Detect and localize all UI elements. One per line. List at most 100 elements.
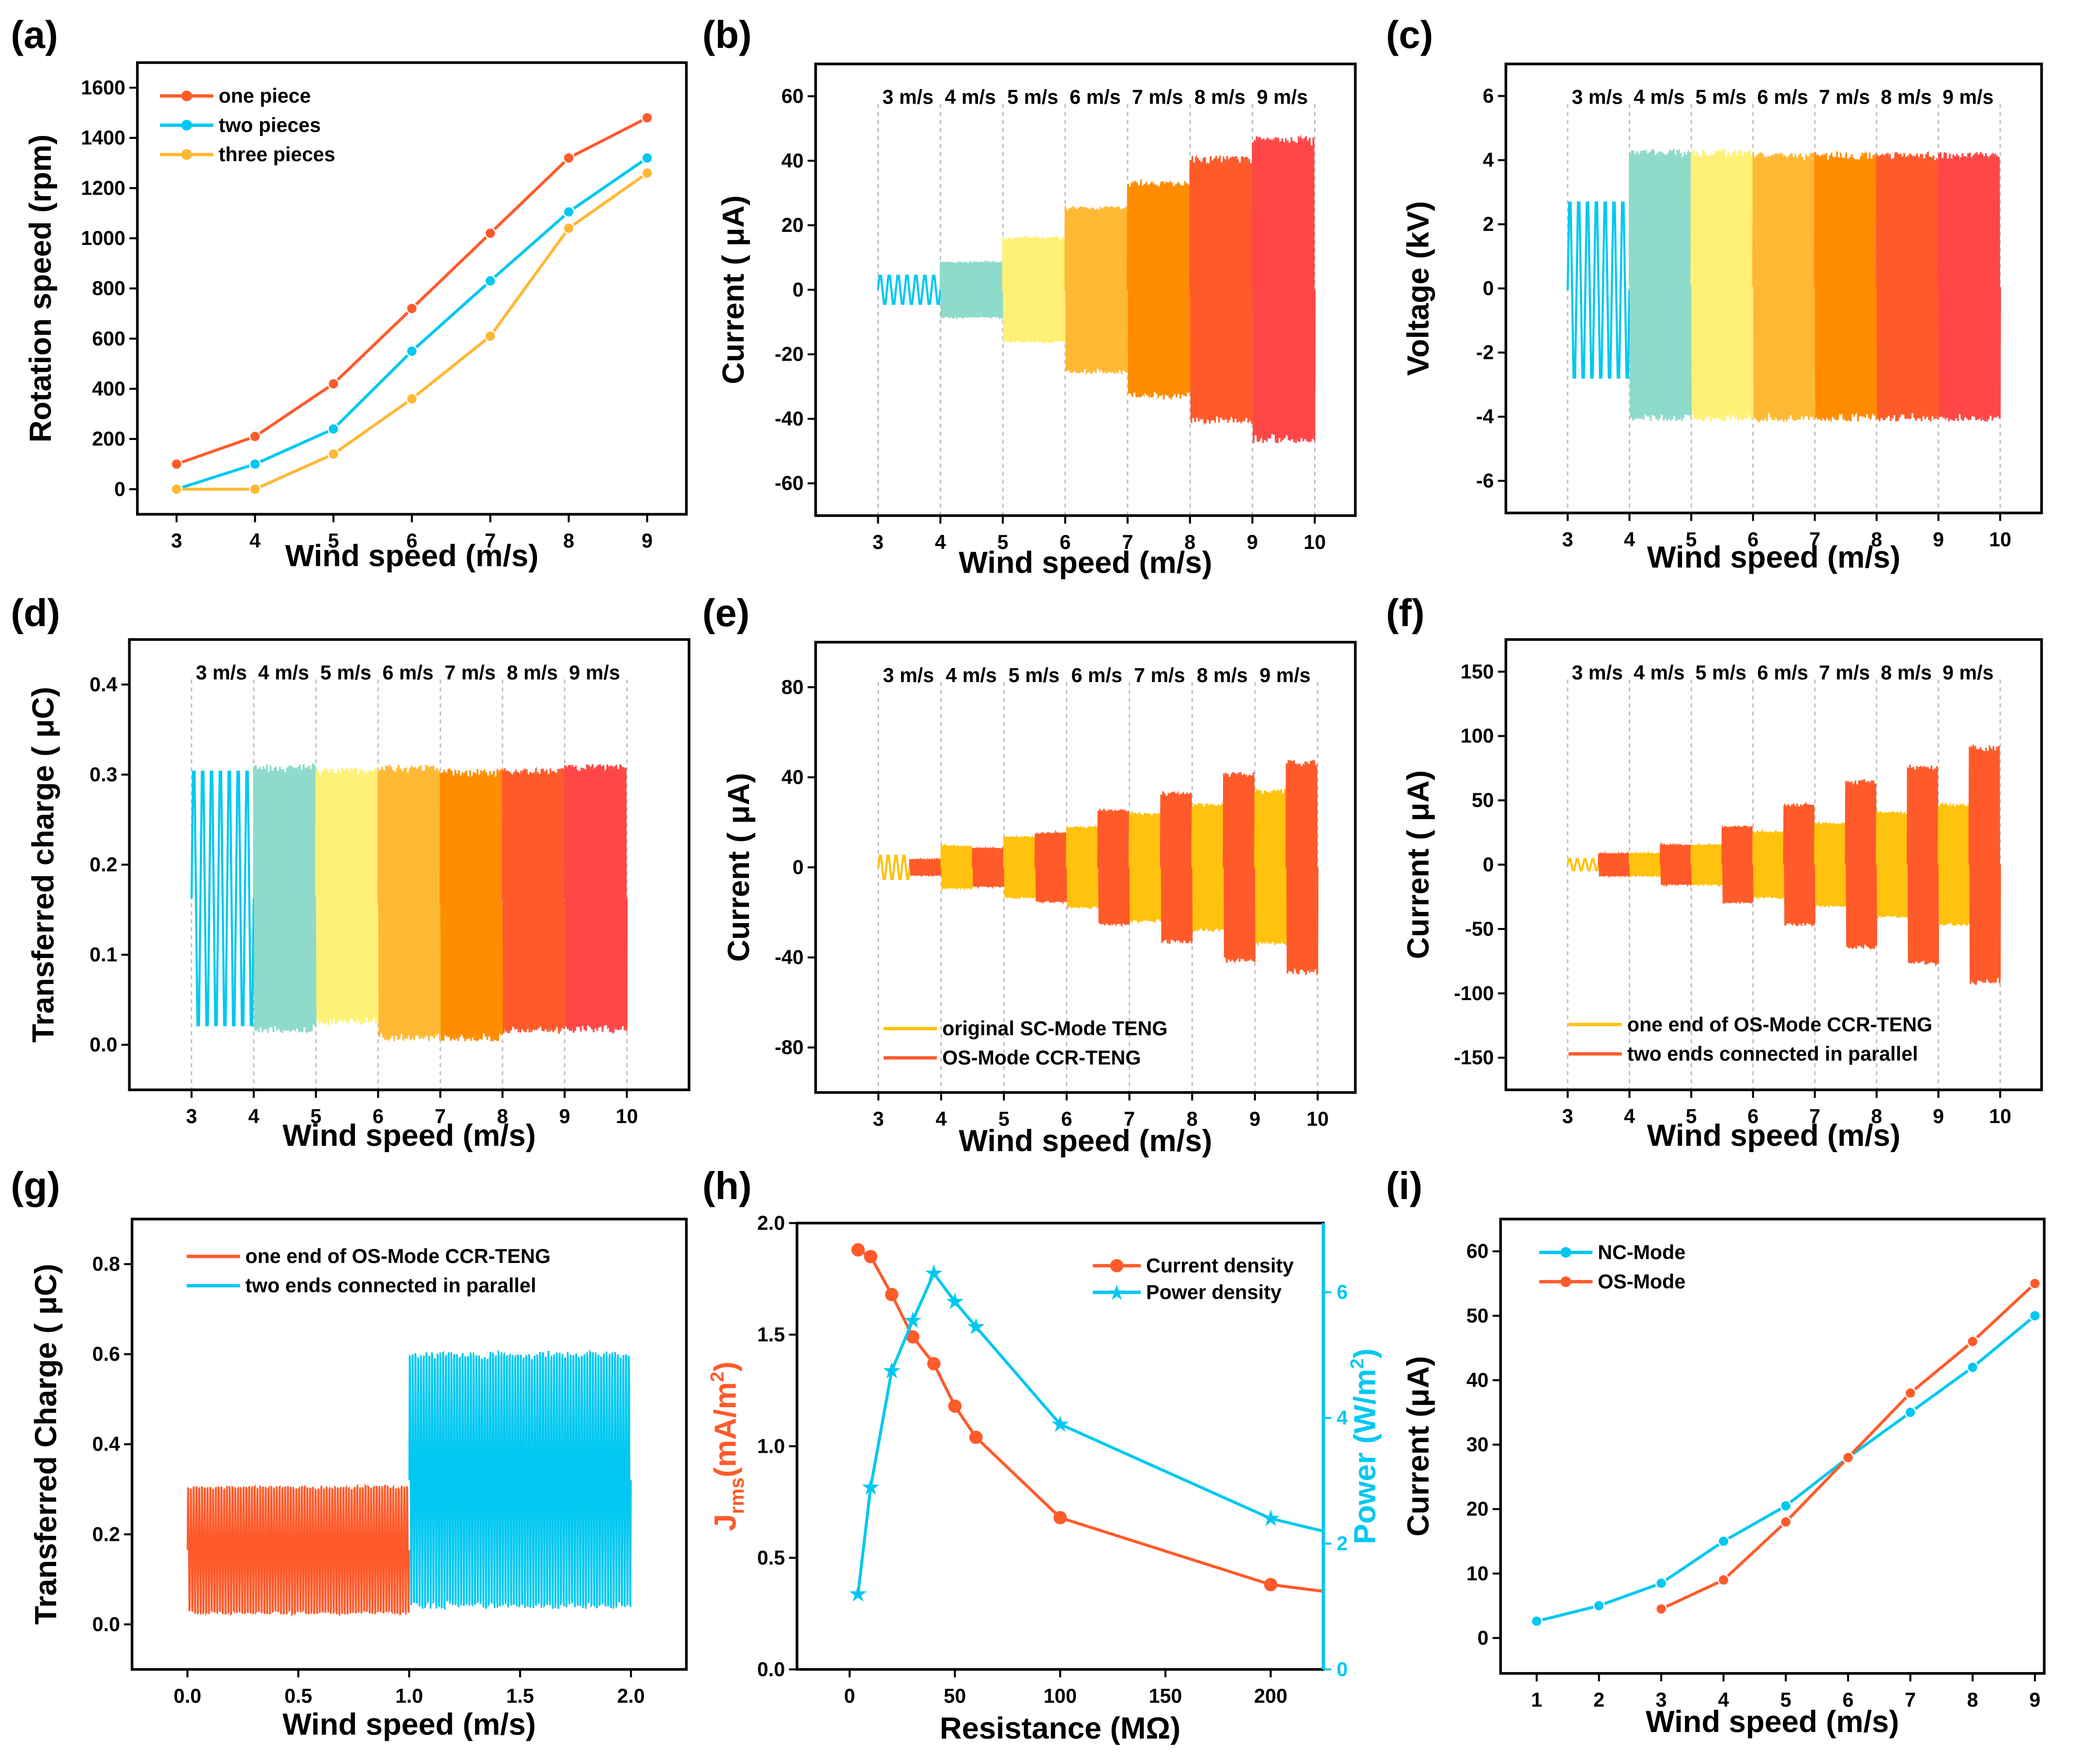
y-tick-label: 60 <box>781 85 804 107</box>
waveform-segment <box>439 767 504 1042</box>
x-tick-label: 9 <box>1933 1105 1944 1127</box>
y-tick-label: 0.2 <box>90 853 117 876</box>
panel-label: (e) <box>703 592 750 635</box>
legend-marker <box>181 149 192 160</box>
x-tick-label: 5 <box>1686 528 1697 550</box>
waveform-segment <box>1814 821 1847 909</box>
data-point <box>563 206 575 218</box>
legend-label: one end of OS-Mode CCR-TENG <box>245 1245 550 1267</box>
y-tick-label: 80 <box>781 676 804 698</box>
waveform-segment <box>1752 828 1785 900</box>
x-tick-label: 5 <box>1686 1105 1697 1127</box>
x-tick-label: 8 <box>563 530 574 552</box>
panel-i: (i) 1 2 3 4 5 6 7 8 9 0 10 20 30 40 50 60 Wind speed (m/s… <box>1386 1164 2046 1739</box>
y-tick-label: 0.1 <box>90 943 117 966</box>
data-point <box>484 227 497 240</box>
x-tick-label: 50 <box>944 1685 966 1707</box>
y-tick-label: -100 <box>1454 982 1494 1004</box>
panel-label: (f) <box>1386 592 1425 635</box>
y-tick-label: 0 <box>793 278 804 301</box>
x-tick-label: 0.0 <box>174 1685 201 1707</box>
data-point <box>906 1330 920 1344</box>
data-point <box>1904 1406 1917 1419</box>
panel-e: (e) 3 m/s 4 m/s 5 m/s 6 m/s 7 m/s 8 m/s 9 m/s 3 4… <box>703 592 1357 1158</box>
x-tick-label: 9 <box>1247 531 1258 553</box>
data-point-star: ★ <box>946 1291 964 1313</box>
data-point <box>1593 1599 1605 1612</box>
y-tick-label: 2 <box>1483 213 1494 235</box>
y-tick-label: 0.0 <box>90 1034 117 1056</box>
x-tick-label: 100 <box>1043 1685 1077 1707</box>
waveform-segment <box>1598 851 1631 878</box>
data-point-star: ★ <box>904 1309 922 1332</box>
waveform-segment <box>1566 858 1600 871</box>
x-tick-label: 5 <box>998 1108 1009 1130</box>
x-tick-label: 9 <box>1249 1108 1260 1130</box>
speed-label: 5 m/s <box>1009 664 1060 686</box>
series-line <box>176 116 648 466</box>
x-tick-label: 3 <box>1562 1105 1573 1127</box>
x-tick-label: 0 <box>844 1685 855 1707</box>
label-part: ) <box>1348 1348 1382 1358</box>
label-part: 2 <box>707 1371 728 1382</box>
waveform-segment <box>1814 150 1878 423</box>
label-part: (mA/m <box>708 1382 742 1477</box>
x-tick-label: 5 <box>1780 1689 1791 1711</box>
x-tick-label: 7 <box>1124 1108 1135 1130</box>
y2-tick-label: 2 <box>1337 1533 1348 1555</box>
x-tick-label: 5 <box>328 530 339 552</box>
y-axis-label: Voltage (kV) <box>1402 201 1436 376</box>
y-tick-label: 1600 <box>81 76 125 99</box>
waveform-segment <box>1937 801 1971 927</box>
y-tick-label: -50 <box>1465 918 1494 940</box>
x-tick-label: 9 <box>559 1105 570 1127</box>
y-tick-label: 50 <box>1467 1305 1489 1327</box>
y-tick-label: -60 <box>775 472 804 494</box>
legend: one end of OS-Mode CCR-TENG two ends conn… <box>186 1245 550 1297</box>
y2-tick-label: 0 <box>1337 1658 1348 1680</box>
speed-label: 6 m/s <box>1071 664 1123 686</box>
x-tick-label: 4 <box>935 531 946 553</box>
legend: NC-Mode OS-Mode <box>1539 1241 1685 1293</box>
speed-label: 3 m/s <box>196 662 247 684</box>
speed-label: 5 m/s <box>1007 86 1058 108</box>
x-axis-label: Wind speed (m/s) <box>959 1124 1212 1158</box>
legend: original SC-Mode TENG OS-Mode CCR-TENG <box>883 1018 1167 1069</box>
speed-label: 3 m/s <box>883 86 934 108</box>
waveform-segment <box>1628 148 1692 422</box>
data-point <box>1780 1516 1792 1528</box>
data-point <box>406 393 418 405</box>
speed-label: 4 m/s <box>258 662 309 684</box>
panel-c: (c) 3 m/s 4 m/s 5 m/s 6 m/s 7 m/s 8 m/s 9 m/s 3 4… <box>1386 13 2043 574</box>
y-tick-label: 40 <box>1467 1369 1489 1391</box>
x-tick-label: 10 <box>1989 528 2011 550</box>
y-tick-label: 0 <box>114 478 125 500</box>
legend: Current density ★ Power density <box>1093 1254 1294 1303</box>
x-tick-label: 9 <box>642 530 653 552</box>
waveform-segment <box>1252 134 1316 443</box>
panel-label: (d) <box>11 592 60 635</box>
y-axis-label: Transferred charge ( μC) <box>26 687 60 1043</box>
panel-a: (a) 3 4 5 6 7 8 9 0 200 400 600 800 1000 1200 1400 1600 W… <box>11 13 688 573</box>
waveform-segment <box>315 767 379 1027</box>
y-tick-label: -20 <box>775 343 804 365</box>
x-tick-label: 7 <box>435 1105 446 1127</box>
waveform-segment <box>190 770 255 1027</box>
data-point <box>641 167 654 179</box>
legend-label: original SC-Mode TENG <box>942 1018 1167 1040</box>
data-point <box>927 1357 941 1370</box>
y-tick-label: 20 <box>1467 1498 1489 1520</box>
waveform-segment <box>502 766 566 1035</box>
speed-label: 8 m/s <box>1194 86 1246 108</box>
x-tick-label: 3 <box>171 530 182 552</box>
data-point <box>1655 1577 1667 1589</box>
x-axis-label: Wind speed (m/s) <box>959 546 1212 579</box>
x-tick-label: 0.5 <box>285 1685 312 1707</box>
y-tick-label: 0.3 <box>90 763 117 786</box>
data-point <box>948 1399 962 1413</box>
y-tick-label: 0 <box>1478 1627 1489 1649</box>
waveform-segment <box>1937 151 2001 422</box>
data-point <box>406 302 418 315</box>
data-point-star: ★ <box>883 1360 901 1382</box>
data-point-star: ★ <box>1262 1507 1280 1530</box>
